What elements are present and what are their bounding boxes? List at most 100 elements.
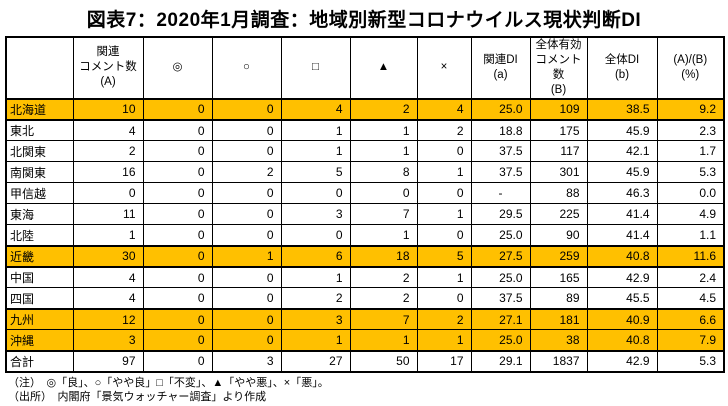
column-header: (A)/(B) (%) bbox=[656, 36, 725, 100]
table-row: 近畿 30 0 1 6 18 5 27.5 259 40.8 11.6 bbox=[5, 244, 725, 268]
value-cell: 3 bbox=[72, 329, 144, 352]
region-cell: 東北 bbox=[5, 119, 74, 142]
value-cell: 25.0 bbox=[470, 329, 531, 352]
value-cell: 29.5 bbox=[470, 203, 531, 226]
value-cell: 5 bbox=[416, 244, 472, 268]
value-cell: 42.9 bbox=[586, 266, 658, 289]
region-cell: 合計 bbox=[5, 350, 74, 373]
header-row: 関連 コメント数 (A) ◎ ○ □ ▲ × 関連DI (a) 全体有効 コメント数 (B) 全… bbox=[5, 36, 725, 100]
value-cell: 42.9 bbox=[586, 350, 658, 373]
value-cell: 2 bbox=[416, 119, 472, 142]
value-cell: 40.8 bbox=[586, 244, 658, 268]
value-cell: 1 bbox=[416, 266, 472, 289]
value-cell: 3 bbox=[280, 203, 351, 226]
value-cell: 37.5 bbox=[470, 140, 531, 163]
value-cell: 89 bbox=[529, 287, 588, 310]
value-cell: 27 bbox=[280, 350, 351, 373]
value-cell: 45.9 bbox=[586, 161, 658, 184]
value-cell: 0 bbox=[416, 224, 472, 247]
value-cell: 0 bbox=[211, 287, 282, 310]
corner-cell bbox=[5, 36, 74, 100]
table-row: 合計 97 0 3 27 50 17 29.1 1837 42.9 5.3 bbox=[5, 350, 725, 373]
value-cell: 1 bbox=[280, 329, 351, 352]
column-header: × bbox=[416, 36, 472, 100]
value-cell: 4 bbox=[72, 119, 144, 142]
value-cell: 4 bbox=[72, 266, 144, 289]
value-cell: 45.9 bbox=[586, 119, 658, 142]
value-cell: 0 bbox=[211, 224, 282, 247]
value-cell: 3 bbox=[211, 350, 282, 373]
value-cell: 0 bbox=[416, 182, 472, 205]
value-cell: 0 bbox=[72, 182, 144, 205]
table-row: 北陸 1 0 0 0 1 0 25.0 90 41.4 1.1 bbox=[5, 224, 725, 247]
table-row: 中国 4 0 0 1 2 1 25.0 165 42.9 2.4 bbox=[5, 266, 725, 289]
value-cell: 301 bbox=[529, 161, 588, 184]
table-row: 東北 4 0 0 1 1 2 18.8 175 45.9 2.3 bbox=[5, 119, 725, 142]
value-cell: 0 bbox=[349, 182, 418, 205]
value-cell: 2.3 bbox=[656, 119, 725, 142]
value-cell: 10 bbox=[72, 97, 144, 121]
value-cell: 2 bbox=[349, 97, 418, 121]
value-cell: 7 bbox=[349, 307, 418, 331]
value-cell: 0.0 bbox=[656, 182, 725, 205]
table-body: 北海道 10 0 0 4 2 4 25.0 109 38.5 9.2 東北 4 0 0 1 1 2 18.8 175 4… bbox=[5, 97, 725, 373]
value-cell: 4 bbox=[416, 97, 472, 121]
value-cell: 5 bbox=[280, 161, 351, 184]
table-row: 東海 11 0 0 3 7 1 29.5 225 41.4 4.9 bbox=[5, 203, 725, 226]
value-cell: 27.5 bbox=[470, 244, 531, 268]
value-cell: 0 bbox=[142, 203, 213, 226]
value-cell: 9.2 bbox=[656, 97, 725, 121]
value-cell: 38.5 bbox=[586, 97, 658, 121]
table-row: 甲信越 0 0 0 0 0 0-88 46.3 0.0 bbox=[5, 182, 725, 205]
value-cell: 2 bbox=[416, 307, 472, 331]
value-cell: 1 bbox=[416, 329, 472, 352]
note-source: （出所） 内閣府「景気ウォッチャー調査」より作成 bbox=[8, 390, 267, 403]
value-cell: 37.5 bbox=[470, 161, 531, 184]
value-cell: 37.5 bbox=[470, 287, 531, 310]
value-cell: 1 bbox=[349, 119, 418, 142]
value-cell: 40.8 bbox=[586, 329, 658, 352]
value-cell: 27.1 bbox=[470, 307, 531, 331]
region-cell: 九州 bbox=[5, 307, 74, 331]
value-cell: 25.0 bbox=[470, 97, 531, 121]
column-header: 関連 コメント数 (A) bbox=[72, 36, 144, 100]
region-cell: 四国 bbox=[5, 287, 74, 310]
value-cell: 12 bbox=[72, 307, 144, 331]
value-cell: 0 bbox=[142, 182, 213, 205]
value-cell: 259 bbox=[529, 244, 588, 268]
value-cell: 4.9 bbox=[656, 203, 725, 226]
value-cell: 109 bbox=[529, 97, 588, 121]
value-cell: 42.1 bbox=[586, 140, 658, 163]
value-cell: 0 bbox=[211, 329, 282, 352]
value-cell: 11 bbox=[72, 203, 144, 226]
value-cell: 1 bbox=[280, 140, 351, 163]
value-cell: 0 bbox=[211, 266, 282, 289]
region-cell: 甲信越 bbox=[5, 182, 74, 205]
value-cell: 1 bbox=[280, 119, 351, 142]
value-cell: 0 bbox=[142, 224, 213, 247]
value-cell: 0 bbox=[142, 329, 213, 352]
table-row: 四国 4 0 0 2 2 0 37.5 89 45.5 4.5 bbox=[5, 287, 725, 310]
value-cell: 1 bbox=[416, 203, 472, 226]
value-cell: 1.1 bbox=[656, 224, 725, 247]
column-header: □ bbox=[280, 36, 351, 100]
value-cell: 18 bbox=[349, 244, 418, 268]
value-cell: 0 bbox=[211, 307, 282, 331]
value-cell: 0 bbox=[416, 140, 472, 163]
value-cell: 0 bbox=[142, 350, 213, 373]
value-cell: 41.4 bbox=[586, 224, 658, 247]
value-cell: 0 bbox=[142, 97, 213, 121]
value-cell: 46.3 bbox=[586, 182, 658, 205]
value-cell: 97 bbox=[72, 350, 144, 373]
region-cell: 東海 bbox=[5, 203, 74, 226]
column-header: 全体有効 コメント数 (B) bbox=[529, 36, 588, 100]
region-cell: 中国 bbox=[5, 266, 74, 289]
note-legend: （注） ◎「良」、○「やや良」□「不変」、▲「やや悪」、×「悪」。 bbox=[8, 376, 329, 389]
value-cell: 0 bbox=[142, 119, 213, 142]
value-cell: 225 bbox=[529, 203, 588, 226]
table-row: 九州 12 0 0 3 7 2 27.1 181 40.9 6.6 bbox=[5, 307, 725, 331]
column-header: 全体DI (b) bbox=[586, 36, 658, 100]
value-cell: 16 bbox=[72, 161, 144, 184]
value-cell: 165 bbox=[529, 266, 588, 289]
